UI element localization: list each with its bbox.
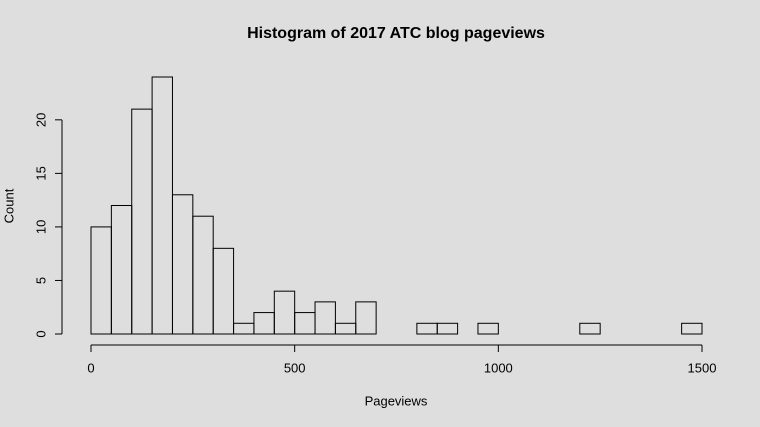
x-tick-label: 1500 — [688, 360, 717, 375]
y-tick-label: 20 — [33, 113, 48, 127]
chart-title: Histogram of 2017 ATC blog pageviews — [247, 25, 545, 42]
y-tick-label: 0 — [33, 330, 48, 337]
bar — [477, 322, 499, 335]
y-axis-label: Count — [1, 188, 16, 223]
bar — [212, 247, 235, 335]
x-tick-label: 0 — [87, 360, 94, 375]
y-tick-label: 10 — [33, 220, 48, 234]
y-tick-label: 5 — [33, 277, 48, 284]
bar — [314, 301, 336, 335]
bar — [436, 322, 459, 335]
bar — [681, 322, 703, 335]
x-tick-label: 1000 — [484, 360, 513, 375]
y-tick-label: 15 — [33, 166, 48, 180]
x-tick-label: 500 — [284, 360, 306, 375]
bar — [355, 301, 377, 335]
bar — [579, 322, 601, 335]
x-axis-label: Pageviews — [365, 393, 428, 408]
